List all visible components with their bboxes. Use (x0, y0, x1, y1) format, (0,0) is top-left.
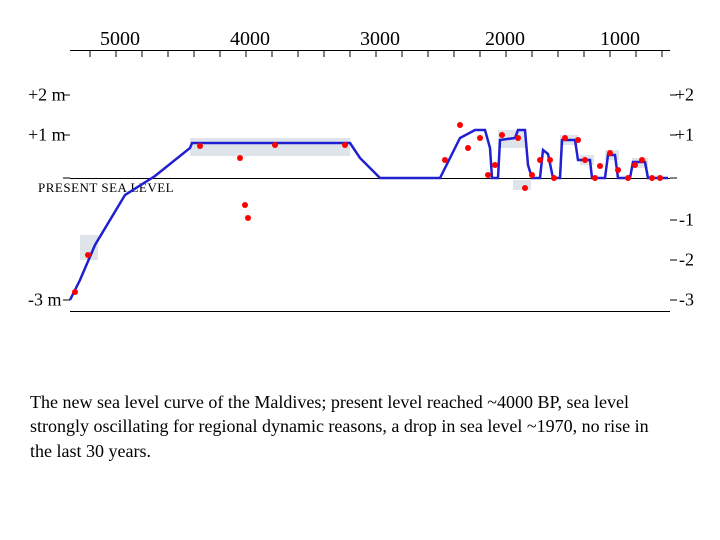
shade-boxes (80, 130, 648, 260)
chart-svg (20, 30, 700, 350)
figure-caption: The new sea level curve of the Maldives;… (30, 390, 670, 463)
sea-level-curve (70, 130, 668, 300)
figure-container: 5000 4000 3000 2000 1000 +2 m +1 m -3 m … (0, 0, 720, 540)
chart-area: 5000 4000 3000 2000 1000 +2 m +1 m -3 m … (20, 30, 700, 350)
data-points (72, 122, 663, 295)
